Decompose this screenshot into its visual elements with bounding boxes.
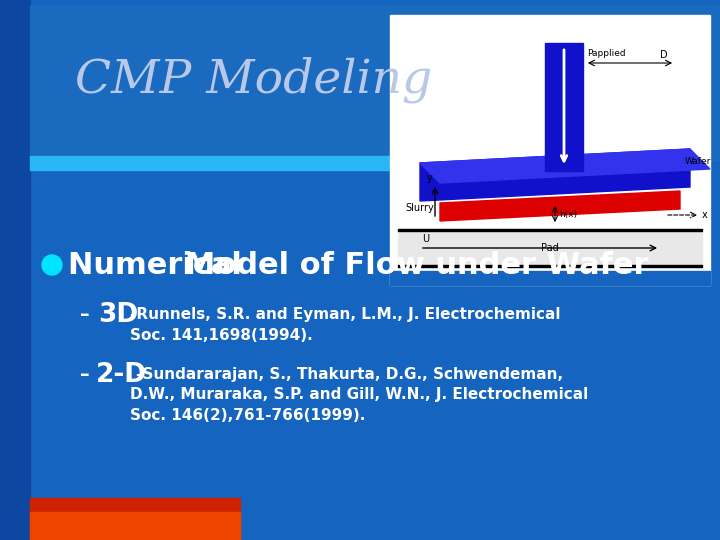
Text: –: – — [80, 366, 96, 384]
Text: Wafer: Wafer — [685, 157, 711, 165]
Bar — [398, 229, 702, 231]
Bar — [390, 271, 710, 285]
Text: Numerical: Numerical — [68, 251, 253, 280]
Bar — [545, 43, 583, 171]
Text: U: U — [422, 234, 429, 244]
Text: Soc. 141,1698(1994).: Soc. 141,1698(1994). — [130, 327, 312, 342]
Text: CMP Modeling: CMP Modeling — [75, 57, 432, 103]
Circle shape — [42, 255, 62, 275]
Text: Slurry: Slurry — [405, 203, 433, 213]
Text: y: y — [427, 173, 433, 183]
Text: -Sundararajan, S., Thakurta, D.G., Schwendeman,: -Sundararajan, S., Thakurta, D.G., Schwe… — [136, 368, 563, 382]
Text: D: D — [660, 50, 667, 60]
Bar — [30, 512, 240, 540]
Polygon shape — [440, 191, 680, 221]
Text: 2-D: 2-D — [96, 362, 147, 388]
Bar — [0, 0, 30, 540]
Text: Model of Flow under Wafer: Model of Flow under Wafer — [185, 251, 649, 280]
Text: h(x): h(x) — [559, 210, 577, 219]
Bar — [30, 498, 240, 540]
Text: -Runnels, S.R. and Eyman, L.M., J. Electrochemical: -Runnels, S.R. and Eyman, L.M., J. Elect… — [130, 307, 560, 322]
Text: D.W., Muraraka, S.P. and Gill, W.N., J. Electrochemical: D.W., Muraraka, S.P. and Gill, W.N., J. … — [130, 388, 588, 402]
Bar — [398, 265, 702, 267]
Polygon shape — [420, 149, 690, 201]
Text: Soc. 146(2),761-766(1999).: Soc. 146(2),761-766(1999). — [130, 408, 365, 422]
Bar — [30, 156, 420, 170]
Bar — [398, 229, 702, 267]
Bar — [390, 15, 710, 285]
Text: Pad: Pad — [541, 243, 559, 253]
Bar — [30, 5, 720, 160]
Polygon shape — [420, 149, 710, 183]
Text: 3D: 3D — [98, 302, 138, 328]
Text: Papplied: Papplied — [587, 49, 626, 57]
Text: –: – — [80, 306, 96, 325]
Text: x: x — [702, 210, 708, 220]
